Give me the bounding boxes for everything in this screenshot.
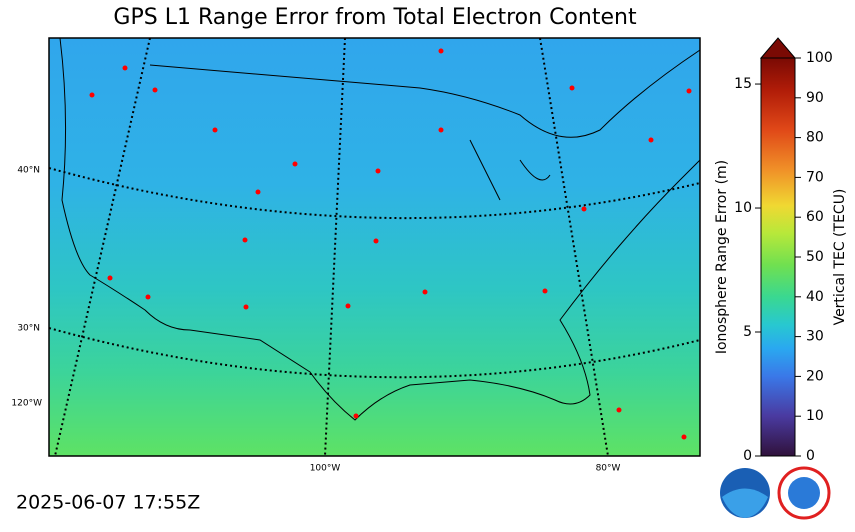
right-tick-label: 0 <box>806 448 815 464</box>
lon-label: 100°W <box>310 464 341 474</box>
left-tick-label: 15 <box>734 76 752 92</box>
right-tick-label: 10 <box>806 408 824 424</box>
right-tick-label: 70 <box>806 169 824 185</box>
right-tick-label: 100 <box>806 50 833 66</box>
right-tick-label: 50 <box>806 249 824 265</box>
colorbar-left-label: Ionosphere Range Error (m) <box>714 160 730 354</box>
timestamp: 2025-06-07 17:55Z <box>16 492 200 514</box>
left-tick-label: 5 <box>743 324 752 340</box>
colorbar-right-label: Vertical TEC (TECU) <box>832 189 848 326</box>
colorbar <box>759 37 797 457</box>
right-tick-label: 20 <box>806 368 824 384</box>
right-tick-label: 60 <box>806 209 824 225</box>
left-tick-label: 0 <box>743 448 752 464</box>
lat-label: 30°N <box>17 324 40 334</box>
lon-label: 80°W <box>596 464 621 474</box>
title: GPS L1 Range Error from Total Electron C… <box>113 5 637 30</box>
logos <box>720 466 831 520</box>
right-tick-label: 80 <box>806 130 824 146</box>
right-tick-label: 40 <box>806 289 824 305</box>
lat-label: 40°N <box>17 166 40 176</box>
right-tick-label: 90 <box>806 90 824 106</box>
right-tick-label: 30 <box>806 329 824 345</box>
left-tick-label: 10 <box>734 200 752 216</box>
map <box>48 37 701 457</box>
lat-label: 120°W <box>11 399 42 409</box>
